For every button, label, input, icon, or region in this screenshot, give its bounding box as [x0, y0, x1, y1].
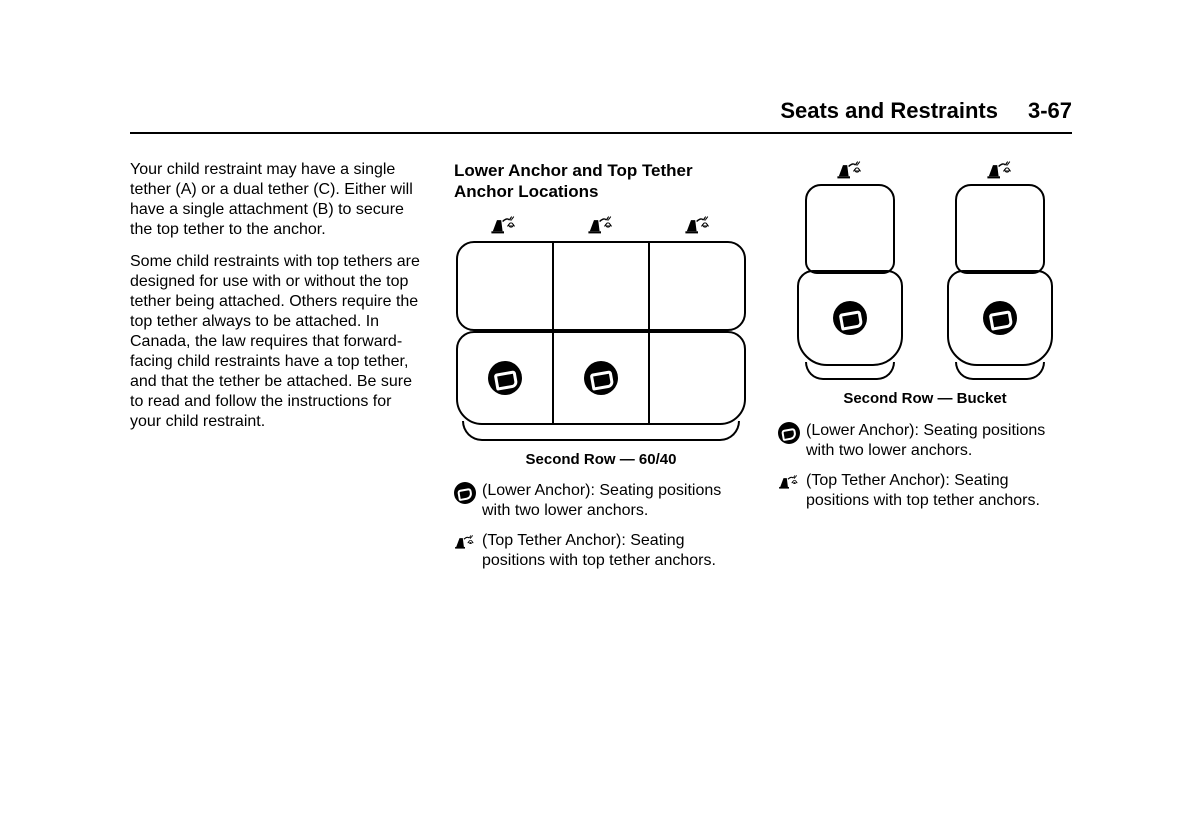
lower-anchor-legend: (Lower Anchor): Seating positions with t… [778, 421, 1072, 461]
lower-anchor-legend: (Lower Anchor): Seating positions with t… [454, 481, 748, 521]
bucket-caption: Second Row — Bucket [778, 390, 1072, 409]
bucket-seat-left [795, 160, 905, 380]
intro-para-1: Your child restraint may have a single t… [130, 160, 424, 240]
anchor-locations-heading: Lower Anchor and Top Tether Anchor Locat… [454, 160, 748, 203]
lower-anchor-icon [488, 361, 522, 395]
tether-anchor-icon [587, 215, 615, 235]
page-content: Your child restraint may have a single t… [130, 160, 1072, 581]
page-number: 3-67 [1028, 98, 1072, 124]
lower-anchor-text: (Lower Anchor): Seating positions with t… [806, 421, 1072, 461]
lower-anchor-icon [778, 422, 800, 444]
bucket-seat-right [945, 160, 1055, 380]
bench-seat-diagram [456, 215, 746, 441]
tether-anchor-icon [778, 472, 800, 492]
lower-anchor-icon [584, 361, 618, 395]
tether-anchor-legend: (Top Tether Anchor): Seating positions w… [454, 531, 748, 571]
column-3: Second Row — Bucket (Lower Anchor): Seat… [778, 160, 1072, 581]
intro-para-2: Some child restraints with top tethers a… [130, 252, 424, 432]
tether-anchor-icon [454, 532, 476, 552]
bench-seat-base [462, 421, 740, 441]
column-2: Lower Anchor and Top Tether Anchor Locat… [454, 160, 748, 581]
tether-anchor-icon [986, 160, 1014, 180]
bench-seat-back [456, 241, 746, 331]
column-1: Your child restraint may have a single t… [130, 160, 424, 581]
section-title: Seats and Restraints [780, 98, 998, 124]
lower-anchor-icon [833, 301, 867, 335]
lower-anchor-text: (Lower Anchor): Seating positions with t… [482, 481, 748, 521]
tether-anchor-icon [684, 215, 712, 235]
lower-anchor-icon [454, 482, 476, 504]
bucket-seats-diagram [778, 160, 1072, 380]
tether-anchor-text: (Top Tether Anchor): Seating positions w… [806, 471, 1072, 511]
tether-anchor-icon [490, 215, 518, 235]
bench-seat-cushion [456, 331, 746, 425]
tether-anchor-legend: (Top Tether Anchor): Seating positions w… [778, 471, 1072, 511]
bench-caption: Second Row — 60/40 [454, 451, 748, 470]
lower-anchor-icon [983, 301, 1017, 335]
tether-anchor-icon [836, 160, 864, 180]
page-header: Seats and Restraints 3-67 [130, 98, 1072, 134]
bench-tether-icons [456, 215, 746, 235]
tether-anchor-text: (Top Tether Anchor): Seating positions w… [482, 531, 748, 571]
